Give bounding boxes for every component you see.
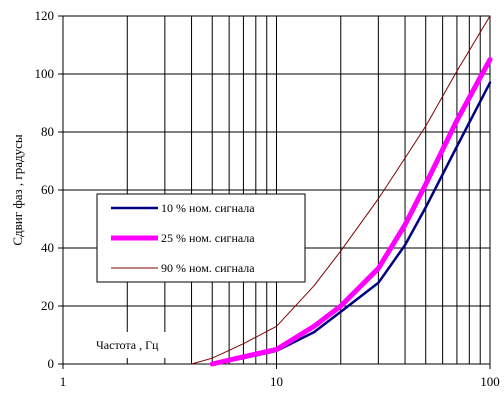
grid-layer bbox=[63, 16, 490, 364]
y-tick-label: 60 bbox=[41, 182, 54, 197]
y-tick-label: 100 bbox=[35, 66, 55, 81]
legend-label-90: 90 % ном. сигнала bbox=[161, 261, 255, 275]
y-tick-label: 20 bbox=[41, 298, 54, 313]
x-axis-label-background bbox=[90, 332, 190, 358]
series-layer bbox=[191, 15, 493, 367]
x-axis-label: Частота , Гц bbox=[96, 338, 159, 352]
legend: 10 % ном. сигнала 25 % ном. сигнала 90 %… bbox=[96, 193, 306, 283]
y-tick-label: 0 bbox=[48, 356, 55, 371]
y-axis-label: Сдвиг фаз , градусы bbox=[10, 134, 25, 246]
x-tick-label: 1 bbox=[60, 374, 67, 389]
y-tick-label: 120 bbox=[35, 8, 55, 23]
y-tick-label: 40 bbox=[41, 240, 54, 255]
series-line-25-percent bbox=[209, 57, 493, 367]
legend-label-25: 25 % ном. сигнала bbox=[161, 231, 255, 245]
x-tick-label: 10 bbox=[270, 374, 283, 389]
y-tick-label: 80 bbox=[41, 124, 54, 139]
x-tick-label: 100 bbox=[480, 374, 500, 389]
series-line-90-percent bbox=[191, 15, 491, 365]
legend-label-10: 10 % ном. сигнала bbox=[161, 201, 255, 215]
